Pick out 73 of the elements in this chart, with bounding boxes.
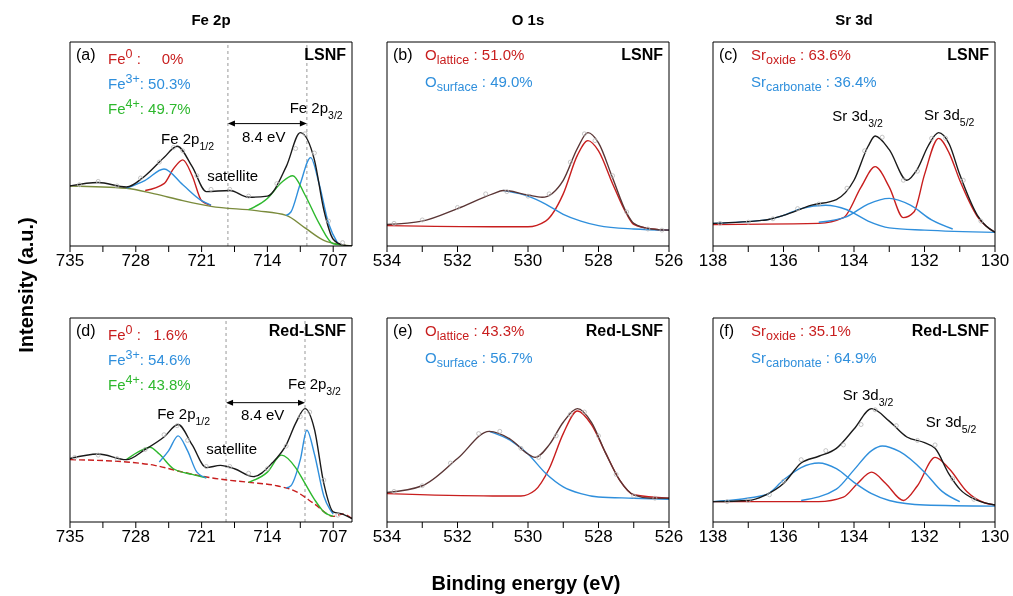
text: Fe$^{4+}$: 43.8% <box>108 372 191 395</box>
text: Fe$^{3+}$: 54.6% <box>108 347 191 370</box>
x-tick-label: 138 <box>698 527 728 547</box>
x-tick-label: 714 <box>253 527 282 547</box>
text: Fe$^{0}$ : 1.6% <box>108 322 189 345</box>
x-tick-label: 134 <box>839 527 869 547</box>
text: Sr$_{carbonate}$ : 64.9% <box>751 348 877 372</box>
text: Sr 3d$_{3/2}$ <box>842 385 894 408</box>
x-tick-label: 721 <box>187 527 216 547</box>
text: (e) <box>393 322 413 339</box>
text: O$_{lattice}$ : 51.0% <box>425 45 526 69</box>
text: Sr 3d$_{5/2}$ <box>923 106 975 129</box>
x-tick-label: 721 <box>187 251 216 271</box>
x-tick-label: 728 <box>121 527 150 547</box>
x-tick-label: 132 <box>910 251 939 271</box>
x-tick-label: 528 <box>584 527 613 547</box>
x-tick-label: 707 <box>319 527 348 547</box>
text: Sr$_{oxide}$ : 35.1% <box>751 321 852 345</box>
x-tick-label: 532 <box>443 251 472 271</box>
text: Fe$^{4+}$: 49.7% <box>108 96 191 119</box>
text: O$_{surface}$ : 56.7% <box>425 348 533 372</box>
x-tick-label: 530 <box>513 251 543 271</box>
annotation: 8.4 eV <box>240 406 285 423</box>
x-tick-label: 707 <box>319 251 348 271</box>
chart-title: O 1s <box>510 11 546 28</box>
text: (b) <box>393 46 413 63</box>
x-tick-label: 728 <box>121 251 150 271</box>
text: Sr$_{carbonate}$ : 36.4% <box>751 72 877 96</box>
annotation: satellite <box>207 167 259 185</box>
text: Sr$_{oxide}$ : 63.6% <box>751 45 852 69</box>
chart-title: Fe 2p <box>190 11 232 28</box>
x-tick-label: 714 <box>253 251 282 271</box>
x-tick-label: 132 <box>910 527 939 547</box>
x-tick-label: 735 <box>55 527 85 547</box>
text: Fe$^{3+}$: 50.3% <box>108 71 191 94</box>
x-tick-label: 138 <box>698 251 728 271</box>
text: O$_{lattice}$ : 43.3% <box>425 321 526 345</box>
y-axis-title: Intensity (a.u.) <box>14 217 38 353</box>
text: Red-LSNF <box>585 322 664 339</box>
text: LSNF <box>304 46 347 63</box>
x-tick-label: 530 <box>513 527 543 547</box>
x-tick-label: 532 <box>443 527 472 547</box>
x-tick-label: 534 <box>372 527 402 547</box>
x-tick-label: 735 <box>55 251 85 271</box>
text: Sr 3d$_{3/2}$ <box>832 107 883 130</box>
chart-title: Sr 3d <box>834 11 874 28</box>
text: (c) <box>719 46 738 63</box>
text: (f) <box>719 322 735 339</box>
text: Fe 2p$_{3/2}$ <box>288 375 342 398</box>
x-axis-title: Binding energy (eV) <box>431 571 621 595</box>
text: (d) <box>76 322 96 339</box>
text: O$_{surface}$ : 49.0% <box>425 72 533 96</box>
text: Red-LSNF <box>911 322 990 339</box>
x-tick-label: 526 <box>654 527 684 547</box>
text: Fe$^{0}$ : 0% <box>108 46 185 69</box>
text: LSNF <box>621 46 664 63</box>
text: Fe 2p$_{3/2}$ <box>289 99 343 122</box>
annotation: satellite <box>206 440 258 458</box>
x-tick-label: 136 <box>769 251 798 271</box>
annotation: Fe 2p$_{1/2}$ <box>161 130 215 152</box>
x-tick-label: 136 <box>769 527 798 547</box>
x-tick-label: 526 <box>654 251 684 271</box>
annotation: Fe 2p$_{1/2}$ <box>157 404 211 427</box>
annotation: Sr 3d$_{5/2}$ <box>925 412 977 435</box>
x-tick-label: 130 <box>980 251 1010 271</box>
text: Red-LSNF <box>268 322 347 339</box>
x-tick-label: 130 <box>980 527 1010 547</box>
x-tick-label: 528 <box>584 251 613 271</box>
text: LSNF <box>947 46 990 63</box>
x-tick-label: 134 <box>839 251 869 271</box>
x-tick-label: 534 <box>372 251 402 271</box>
text: (a) <box>76 46 96 63</box>
annotation: 8.4 eV <box>242 127 286 145</box>
